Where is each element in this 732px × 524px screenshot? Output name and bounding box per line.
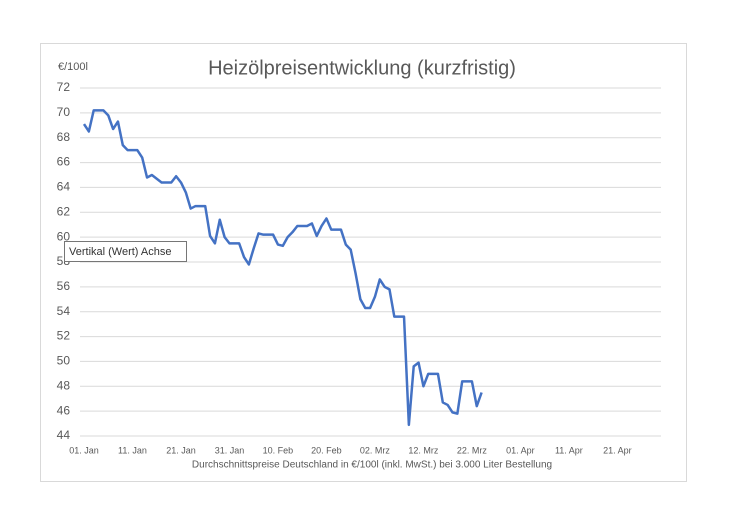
y-tick-label: 66 (57, 155, 71, 169)
x-tick-label: 02. Mrz (360, 445, 391, 455)
x-tick-label: 31. Jan (215, 445, 245, 455)
y-tick-label: 44 (57, 428, 71, 442)
y-axis-label: €/100l (58, 61, 88, 73)
x-tick-label: 11. Jan (118, 445, 147, 455)
y-tick-label: 72 (57, 80, 71, 94)
y-tick-label: 68 (57, 130, 71, 144)
y-tick-label: 50 (57, 354, 71, 368)
y-tick-label: 48 (57, 378, 71, 392)
x-tick-label: 20. Feb (311, 445, 342, 455)
y-tick-label: 60 (57, 229, 71, 243)
y-tick-label: 64 (57, 180, 71, 194)
y-tick-label: 46 (57, 403, 71, 417)
y-tick-label: 54 (57, 304, 71, 318)
tooltip-text: Vertikal (Wert) Achse (69, 246, 172, 258)
x-axis-label: Durchschnittspreise Deutschland in €/100… (192, 460, 552, 471)
x-tick-label: 01. Jan (69, 445, 99, 455)
y-tick-label: 56 (57, 279, 71, 293)
x-tick-label: 10. Feb (263, 445, 294, 455)
x-tick-label: 22. Mrz (457, 445, 488, 455)
y-tick-label: 52 (57, 329, 71, 343)
tooltip-box (64, 241, 187, 262)
line (82, 109, 483, 427)
x-tick-label: 12. Mrz (408, 445, 439, 455)
y-tick-label: 62 (57, 204, 71, 218)
x-tick-label: 01. Apr (506, 445, 535, 455)
x-tick-label: 21. Apr (603, 445, 632, 455)
chart-title: Heizölpreisentwicklung (kurzfristig) (208, 57, 516, 79)
x-tick-label: 21. Jan (166, 445, 196, 455)
x-tick-label: 11. Apr (555, 445, 583, 455)
tooltip: Vertikal (Wert) Achse (64, 241, 187, 262)
y-tick-label: 70 (57, 105, 71, 119)
